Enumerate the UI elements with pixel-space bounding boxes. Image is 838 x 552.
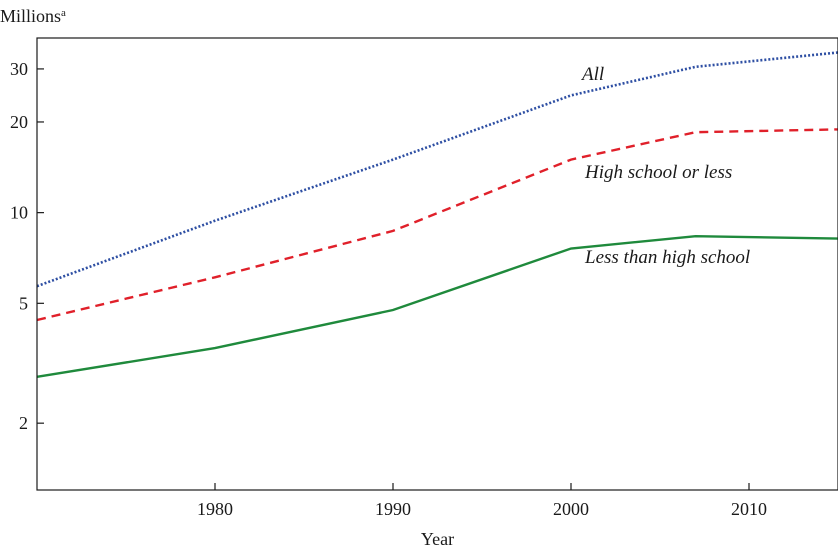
x-tick-label: 2000 (553, 499, 589, 519)
x-tick-label: 2010 (731, 499, 767, 519)
y-tick-label: 20 (10, 112, 28, 132)
x-tick-label: 1980 (197, 499, 233, 519)
y-tick-label: 5 (19, 293, 28, 313)
y-axis-title: Millionsa (0, 6, 66, 26)
series-label-2: Less than high school (584, 247, 750, 268)
y-tick-label: 30 (10, 59, 28, 79)
plot-frame (36, 37, 838, 491)
y-axis-title-superscript: a (61, 7, 66, 19)
series-labels: All High school or less Less than high sch… (580, 64, 750, 268)
series-line-2 (36, 234, 838, 378)
series-label-0: All (580, 64, 604, 85)
y-axis-ticks: 2 5 10 20 30 (10, 59, 44, 433)
x-tick-label: 1990 (375, 499, 411, 519)
x-axis-title: Year (421, 529, 454, 549)
x-axis-ticks: 1980 1990 2000 2010 (197, 483, 767, 519)
series-line-0 (36, 51, 838, 288)
y-tick-label: 2 (19, 413, 28, 433)
series-label-1: High school or less (584, 162, 732, 183)
y-axis-title-text: Millions (0, 6, 61, 26)
plot-lines (36, 51, 838, 378)
y-tick-label: 10 (10, 203, 28, 223)
series-line-1 (36, 128, 838, 322)
